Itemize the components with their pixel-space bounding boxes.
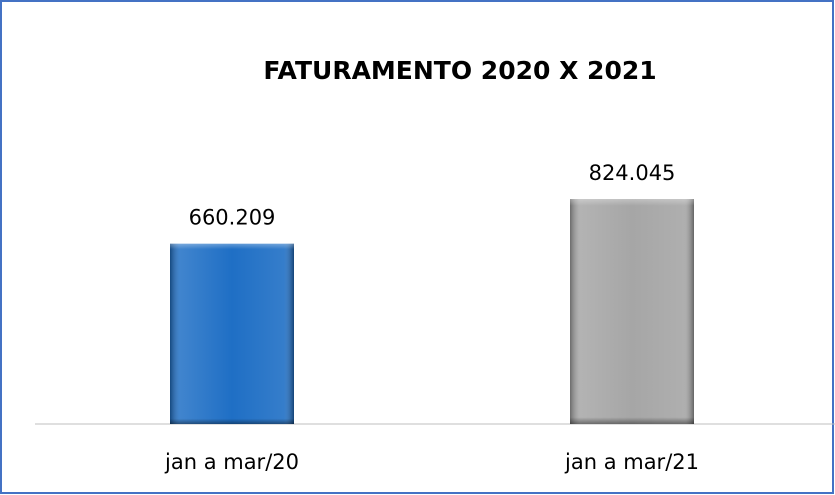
chart-title: FATURAMENTO 2020 X 2021 bbox=[263, 56, 656, 85]
x-tick-label: jan a mar/20 bbox=[164, 450, 299, 474]
data-label: 824.045 bbox=[589, 161, 676, 185]
bar-bevel bbox=[170, 243, 294, 424]
x-tick-label: jan a mar/21 bbox=[564, 450, 699, 474]
data-label: 660.209 bbox=[189, 206, 276, 230]
bar-bevel bbox=[570, 199, 694, 424]
